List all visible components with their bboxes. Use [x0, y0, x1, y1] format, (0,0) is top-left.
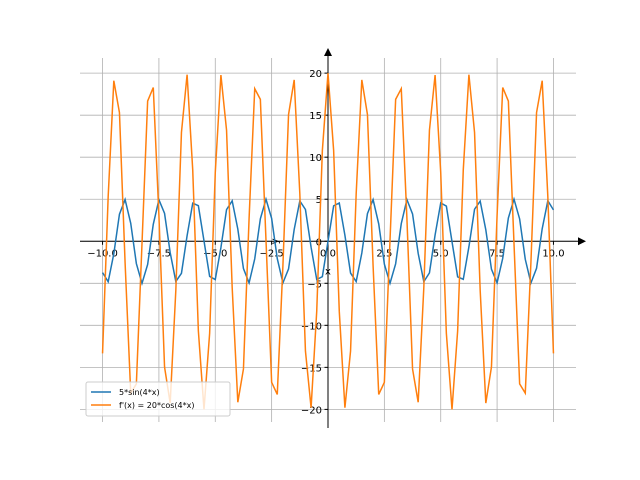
x-tick-label: −5.0	[203, 248, 227, 259]
x-tick-label: 7.5	[489, 248, 505, 259]
y-tick-label: 5	[316, 195, 322, 206]
legend-label: f'(x) = 20*cos(4*x)	[119, 401, 195, 410]
y-tick-label: −15	[301, 363, 322, 374]
y-axis-arrow	[324, 48, 332, 56]
x-axis-label: x	[325, 266, 331, 277]
x-tick-label: −7.5	[147, 248, 171, 259]
x-tick-label: 0.0	[320, 248, 336, 259]
x-tick-label: 5.0	[433, 248, 449, 259]
y-tick-label: 10	[309, 153, 322, 164]
x-tick-label: −2.5	[259, 248, 283, 259]
x-axis-arrow	[578, 237, 586, 246]
y-tick-label: 20	[309, 69, 322, 80]
legend-box	[85, 381, 231, 417]
x-tick-label: −10.0	[87, 248, 118, 259]
x-tick-label: 10.0	[542, 248, 564, 259]
y-tick-label: −5	[307, 279, 322, 290]
series-line	[101, 196, 555, 286]
legend-label: 5*sin(4*x)	[119, 388, 160, 397]
series-line	[101, 73, 555, 410]
y-tick-label: 15	[309, 111, 322, 122]
x-tick-label: 2.5	[376, 248, 392, 259]
y-tick-label: −20	[301, 405, 322, 416]
y-tick-label: −10	[301, 321, 322, 332]
